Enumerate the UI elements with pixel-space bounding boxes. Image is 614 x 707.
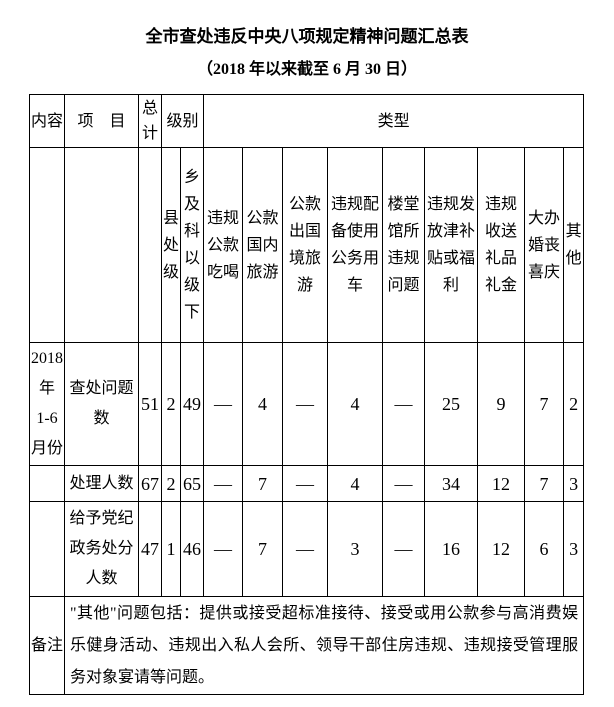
remark-label-cell: 备注 [29,596,65,695]
type-header-cell-7: 大办 婚丧 喜庆 [524,147,565,343]
type-header-cell-6: 违规 收送 礼品 礼金 [477,147,526,343]
type-header-cell-3: 违规配 备使用 公务用 车 [327,147,384,343]
empty-cell [64,147,139,343]
header-row-2: 县 处 级 乡 及 科 以 级 下 违规 公款 吃喝 公款 国内 旅游 公款 出… [29,147,585,343]
type-header-cell-5: 违规发 放津补 贴或福 利 [424,147,479,343]
header-type-cell: 类型 [203,94,585,148]
type-header-cell-1: 公款 国内 旅游 [242,147,284,343]
data-cell: 7 [524,342,565,466]
row-label-cell: 给予党纪 政务处分 人数 [64,501,139,597]
doc-subtitle: （2018 年以来截至 6 月 30 日） [196,61,417,78]
empty-cell [29,147,65,343]
data-cell: 12 [477,501,526,597]
type-header-cell-2: 公款 出国 境旅 游 [282,147,329,343]
data-cell: 2 [161,342,181,466]
data-row-persons: 处理人数 67 2 65 — 7 — 4 — 34 12 7 3 [29,465,585,502]
data-cell: — [282,465,329,502]
data-cell: 47 [138,501,162,597]
data-cell: — [282,342,329,466]
header-row-1: 内容 项 目 总 计 级别 类型 [29,94,585,148]
empty-cell [29,501,65,597]
data-cell: 9 [477,342,526,466]
data-cell: — [282,501,329,597]
data-cell: 2 [161,465,181,502]
data-cell: 3 [327,501,384,597]
level-county-cell: 县 处 级 [161,147,181,343]
data-cell: 4 [242,342,284,466]
type-header-cell-0: 违规 公款 吃喝 [203,147,244,343]
remark-row: 备注 "其他"问题包括：提供或接受超标准接待、接受或用公款参与高消费娱乐健身活动… [29,596,585,695]
data-cell: — [203,501,244,597]
data-cell: 67 [138,465,162,502]
type-header-cell-8: 其 他 [563,147,585,343]
data-cell: 34 [424,465,479,502]
header-level-cell: 级别 [160,94,205,148]
data-cell: — [203,465,244,502]
period-cell: 2018 年 1-6 月份 [29,342,65,466]
data-cell: 65 [179,465,205,502]
data-cell: — [382,465,426,502]
data-cell: 2 [563,342,585,466]
data-cell: 3 [563,501,585,597]
data-cell: 6 [524,501,565,597]
header-content-cell: 内容 [29,94,65,148]
doc-title: 全市查处违反中央八项规定精神问题汇总表 [145,27,469,46]
data-cell: 49 [179,342,205,466]
data-cell: 4 [327,342,384,466]
level-township-cell: 乡 及 科 以 级 下 [179,147,205,343]
data-cell: 7 [242,465,284,502]
data-cell: 46 [179,501,205,597]
data-cell: 16 [424,501,479,597]
header-total-cell: 总 计 [138,94,162,148]
data-cell: 7 [524,465,565,502]
data-cell: 1 [161,501,181,597]
data-cell: — [203,342,244,466]
data-row-problems: 2018 年 1-6 月份 查处问题 数 51 2 49 — 4 — 4 — 2… [29,342,585,466]
data-cell: — [382,501,426,597]
remark-text-cell: "其他"问题包括：提供或接受超标准接待、接受或用公款参与高消费娱乐健身活动、违规… [63,596,585,695]
header-project-cell: 项 目 [64,94,139,148]
data-cell: 51 [138,342,162,466]
data-cell: 4 [327,465,384,502]
data-cell: — [382,342,426,466]
data-row-punishments: 给予党纪 政务处分 人数 47 1 46 — 7 — 3 — 16 12 6 3 [29,501,585,597]
data-cell: 25 [424,342,479,466]
empty-cell [138,147,162,343]
data-cell: 3 [563,465,585,502]
summary-table: 内容 项 目 总 计 级别 类型 县 处 级 乡 及 科 以 级 下 违规 公款… [29,94,585,695]
empty-cell [29,465,65,502]
data-cell: 7 [242,501,284,597]
data-cell: 12 [477,465,526,502]
row-label-cell: 处理人数 [64,465,139,502]
type-header-cell-4: 楼堂 馆所 违规 问题 [382,147,426,343]
row-label-cell: 查处问题 数 [64,342,139,466]
